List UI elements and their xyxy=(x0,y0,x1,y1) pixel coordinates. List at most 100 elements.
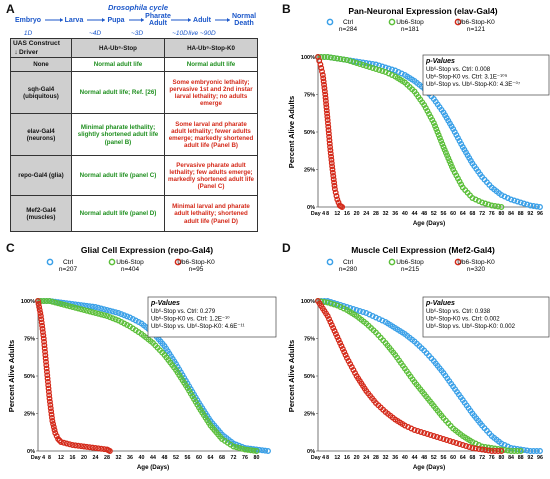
legend-marker xyxy=(326,18,334,26)
series-ub6-stop-k0 xyxy=(315,54,346,210)
data-point xyxy=(83,443,90,450)
data-point xyxy=(106,448,113,454)
x-tick-label: 72 xyxy=(231,455,237,461)
data-point xyxy=(38,319,45,326)
cycle-stage-label: Pharate xyxy=(145,13,171,20)
data-point xyxy=(511,448,518,454)
x-tick-label: 12 xyxy=(334,211,340,217)
data-point xyxy=(44,372,51,379)
data-point xyxy=(47,405,54,412)
data-point xyxy=(86,308,93,315)
table-row-driver: Mef2-Gal4 (muscles) xyxy=(10,195,72,233)
x-tick-label: 28 xyxy=(373,455,379,461)
pvalue-box xyxy=(422,296,550,338)
data-point xyxy=(488,202,495,209)
data-point xyxy=(324,54,331,60)
data-point xyxy=(132,317,139,324)
data-point xyxy=(78,443,85,450)
x-tick-label: Day 4 xyxy=(311,211,325,217)
legend-label: Ub6-Stop-K0 xyxy=(457,259,495,266)
data-point xyxy=(52,299,59,306)
data-point xyxy=(242,446,248,453)
table-header-col1: HA-Ub⁶-Stop xyxy=(71,37,165,59)
data-point xyxy=(236,445,243,451)
data-point xyxy=(356,61,363,67)
data-point xyxy=(438,138,445,144)
data-point xyxy=(46,298,53,304)
data-point xyxy=(43,298,50,304)
data-point xyxy=(433,126,440,132)
data-point xyxy=(329,163,336,170)
y-tick-label: 0% xyxy=(27,449,35,455)
data-point xyxy=(434,129,441,135)
data-point xyxy=(106,307,113,314)
data-point xyxy=(60,439,67,446)
y-tick-label: 100% xyxy=(301,299,315,305)
x-tick-label: 96 xyxy=(537,455,543,461)
data-point xyxy=(508,448,514,454)
y-tick-label: 75% xyxy=(304,337,315,343)
data-point xyxy=(262,447,269,454)
data-point xyxy=(66,303,73,310)
data-point xyxy=(45,382,52,389)
data-point xyxy=(118,311,125,318)
chart-title: Pan-Neuronal Expression (elav-Gal4) xyxy=(348,6,497,16)
y-tick-label: 50% xyxy=(24,374,35,380)
data-point xyxy=(517,199,524,206)
x-tick-label: 24 xyxy=(363,455,369,461)
x-tick-label: 44 xyxy=(412,455,418,461)
data-point xyxy=(43,368,50,375)
data-point xyxy=(482,200,489,207)
cycle-duration-label: live ~90D xyxy=(188,30,216,37)
x-tick-label: 12 xyxy=(58,455,64,461)
cycle-duration-label: 1D xyxy=(24,30,33,37)
data-point xyxy=(75,442,82,449)
data-point xyxy=(109,308,116,315)
x-tick-label: Day 4 xyxy=(311,455,325,461)
x-tick-label: 72 xyxy=(479,211,485,217)
x-tick-label: 64 xyxy=(460,211,466,217)
data-point xyxy=(338,343,345,349)
cycle-duration-label: ~3D xyxy=(131,30,143,37)
data-point xyxy=(75,305,82,312)
data-point xyxy=(321,88,328,95)
pvalue-line: Ub⁶-Stop-K0 vs. Ctrl: 1.2E⁻¹⁰ xyxy=(151,316,230,323)
data-point xyxy=(334,334,341,340)
data-point xyxy=(326,133,333,140)
data-point xyxy=(60,301,67,308)
panel-d-letter: D xyxy=(282,241,291,255)
pvalue-label: p-Values xyxy=(425,300,455,307)
data-point xyxy=(339,346,346,352)
data-point xyxy=(112,316,119,323)
data-point xyxy=(527,448,534,454)
x-tick-label: 32 xyxy=(116,455,122,461)
data-point xyxy=(95,310,102,317)
data-point xyxy=(43,358,49,365)
data-point xyxy=(45,385,52,392)
legend-label: Ub6-Stop-K0 xyxy=(177,259,215,266)
x-tick-label: 80 xyxy=(498,455,504,461)
data-point xyxy=(330,176,337,183)
data-point xyxy=(448,163,455,170)
data-point xyxy=(325,130,332,137)
x-tick-label: 48 xyxy=(421,211,427,217)
data-point xyxy=(488,448,495,454)
chart-muscle: Muscle Cell Expression (Mef2-Gal4)Ctrln=… xyxy=(287,245,550,471)
data-point xyxy=(319,68,325,75)
x-tick-label: 56 xyxy=(441,211,447,217)
data-point xyxy=(331,301,338,308)
data-point xyxy=(520,200,527,207)
x-tick-label: 20 xyxy=(354,455,360,461)
data-point xyxy=(324,113,331,120)
data-point xyxy=(325,123,332,130)
data-point xyxy=(328,322,335,328)
data-point xyxy=(89,444,96,451)
x-tick-label: 52 xyxy=(431,211,437,217)
data-point xyxy=(118,319,125,325)
data-point xyxy=(350,59,357,65)
x-tick-label: 20 xyxy=(354,211,360,217)
data-point xyxy=(485,447,492,454)
x-tick-label: 80 xyxy=(498,211,504,217)
table-cell: Pervasive pharate adult lethality; few a… xyxy=(164,155,258,197)
cycle-duration-label: ~4D xyxy=(89,30,101,37)
